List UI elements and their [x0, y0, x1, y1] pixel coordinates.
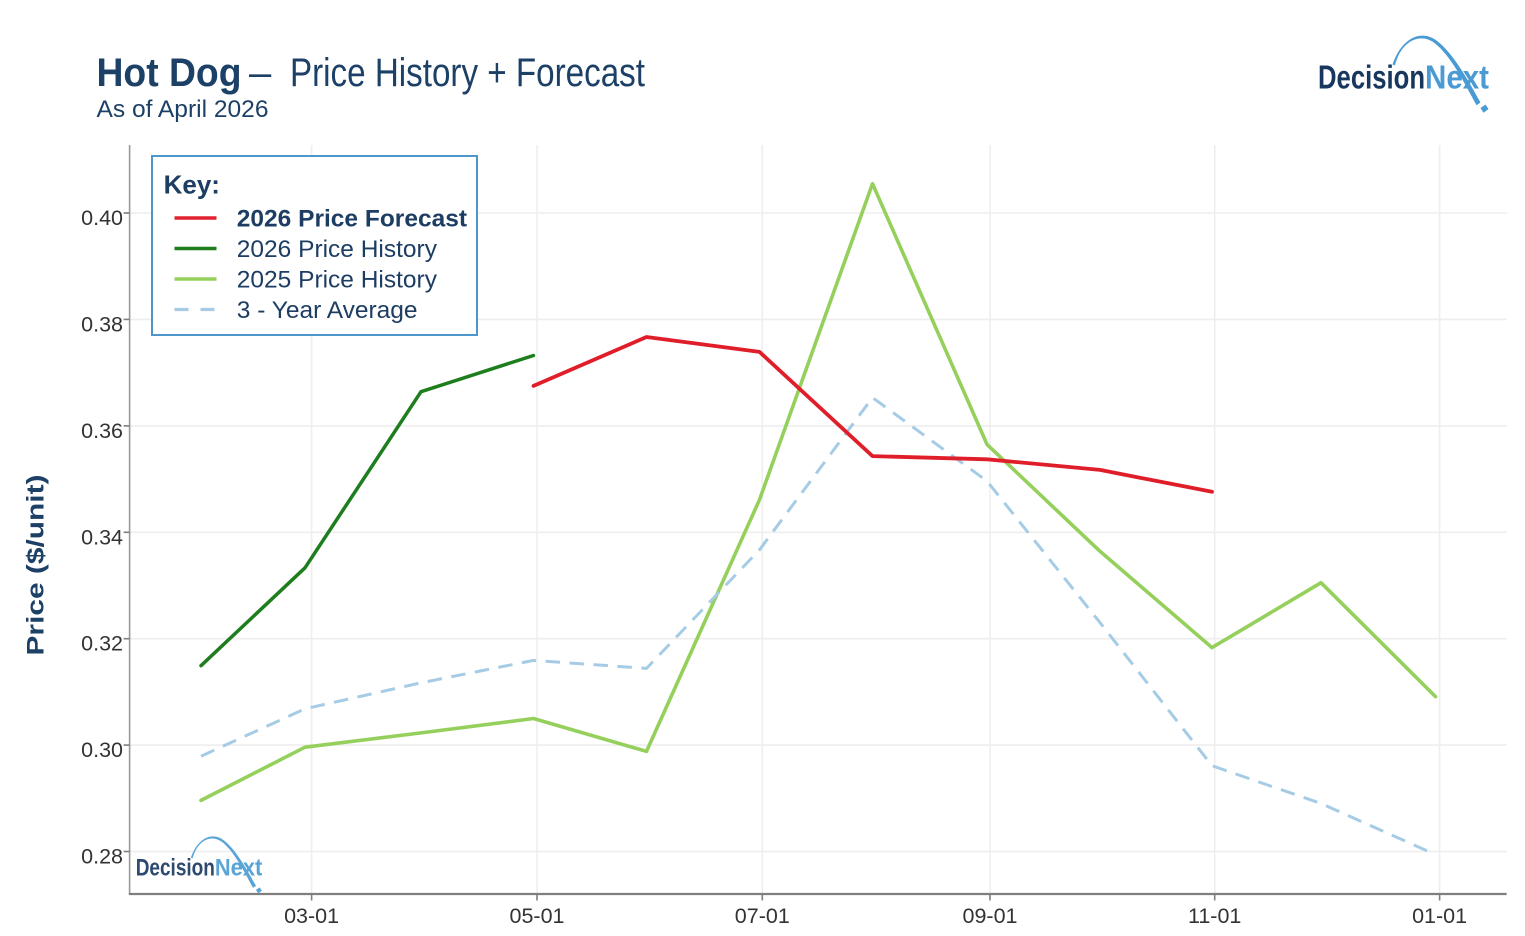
svg-text:0.38: 0.38: [81, 312, 123, 336]
svg-text:Price History + Forecast: Price History + Forecast: [290, 51, 645, 95]
svg-text:01-01: 01-01: [1412, 904, 1467, 928]
svg-text:0.40: 0.40: [81, 206, 123, 230]
svg-text:Decision: Decision: [1318, 59, 1425, 96]
svg-text:Hot Dog: Hot Dog: [97, 51, 242, 95]
svg-text:2026 Price Forecast: 2026 Price Forecast: [237, 206, 467, 233]
svg-text:0.30: 0.30: [81, 738, 123, 762]
svg-text:11-01: 11-01: [1188, 904, 1241, 928]
svg-text:–: –: [249, 51, 272, 95]
svg-text:Key:: Key:: [164, 170, 220, 200]
svg-text:0.28: 0.28: [81, 845, 123, 869]
svg-text:Price ($/unit): Price ($/unit): [23, 475, 50, 656]
svg-text:07-01: 07-01: [735, 904, 790, 928]
svg-text:2026 Price History: 2026 Price History: [237, 236, 438, 263]
svg-text:0.36: 0.36: [81, 419, 123, 443]
svg-text:3 - Year Average: 3 - Year Average: [237, 297, 418, 324]
svg-text:2025 Price History: 2025 Price History: [237, 267, 438, 294]
svg-text:09-01: 09-01: [963, 904, 1018, 928]
svg-text:0.32: 0.32: [81, 632, 123, 656]
svg-text:As of April 2026: As of April 2026: [97, 96, 269, 123]
svg-text:0.34: 0.34: [81, 525, 123, 549]
svg-text:03-01: 03-01: [284, 904, 339, 928]
svg-text:05-01: 05-01: [510, 904, 565, 928]
